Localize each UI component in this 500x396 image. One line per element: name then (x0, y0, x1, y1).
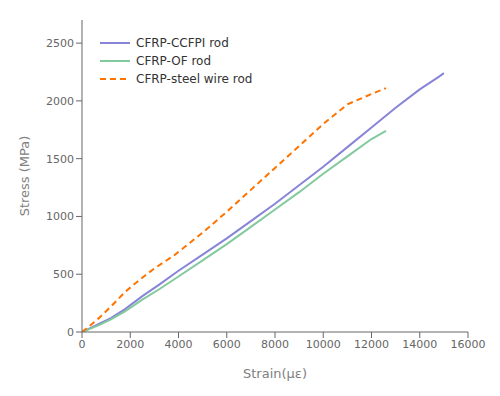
svg-text:4000: 4000 (165, 338, 193, 351)
svg-text:1500: 1500 (46, 153, 74, 166)
svg-text:0: 0 (79, 338, 86, 351)
svg-text:500: 500 (53, 268, 74, 281)
svg-text:2000: 2000 (116, 338, 144, 351)
svg-text:Stress (MPa): Stress (MPa) (17, 136, 32, 217)
svg-text:6000: 6000 (213, 338, 241, 351)
svg-text:12000: 12000 (354, 338, 389, 351)
svg-text:14000: 14000 (402, 338, 437, 351)
svg-text:0: 0 (67, 326, 74, 339)
svg-text:Strain(με): Strain(με) (243, 366, 307, 381)
svg-text:10000: 10000 (306, 338, 341, 351)
html-text:CFRP-OF rod: CFRP-OF rod (136, 54, 211, 68)
html-text:CFRP-CCFPI rod: CFRP-CCFPI rod (136, 36, 229, 50)
svg-text:16000: 16000 (451, 338, 486, 351)
svg-text:2000: 2000 (46, 95, 74, 108)
svg-text:2500: 2500 (46, 37, 74, 50)
html-text:CFRP-steel wire rod: CFRP-steel wire rod (136, 72, 253, 86)
svg-text:8000: 8000 (261, 338, 289, 351)
svg-text:1000: 1000 (46, 210, 74, 223)
